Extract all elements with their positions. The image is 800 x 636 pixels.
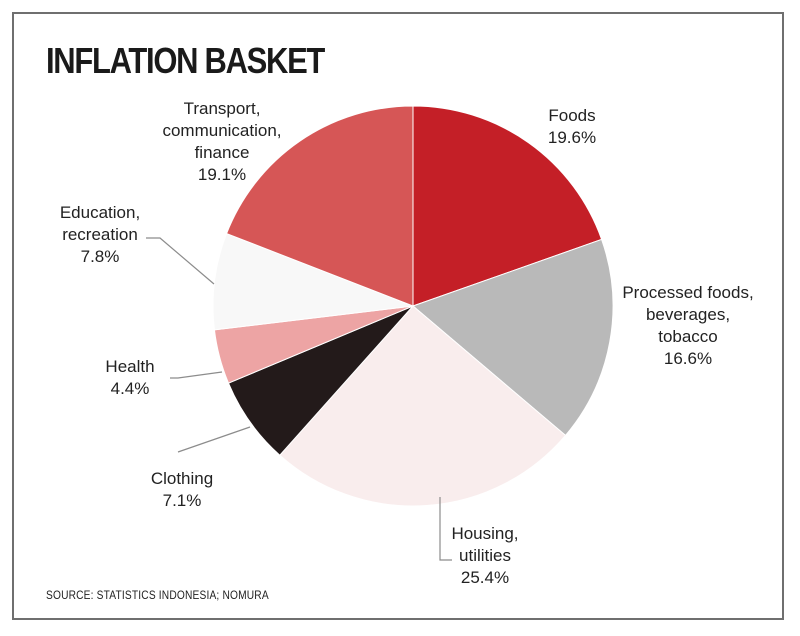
leader-line-clothing [177,426,251,453]
slice-label-education: Education, recreation 7.8% [60,203,140,266]
slice-value-foods: 19.6% [548,128,596,147]
chart-source: SOURCE: STATISTICS INDONESIA; NOMURA [46,588,269,602]
slice-label-line-clothing: Clothing [151,469,213,488]
slice-label-line-processed: Processed foods, [622,283,753,302]
slice-value-transport: 19.1% [198,165,246,184]
slice-value-clothing: 7.1% [163,491,202,510]
pie-slice-processed [412,238,614,437]
slice-label-housing: Housing, utilities 25.4% [451,524,518,587]
slice-label-processed: Processed foods, beverages, tobacco 16.6% [622,283,753,368]
slice-label-clothing: Clothing 7.1% [151,469,213,510]
slice-label-line-transport: Transport, [184,99,261,118]
slice-label-line-foods: Foods [548,106,595,125]
slice-value-housing: 25.4% [461,568,509,587]
leader-line-housing [439,497,452,561]
pie-slice-transport [225,105,414,307]
slice-label-line-housing: Housing, [451,524,518,543]
pie-slice-housing [279,305,567,507]
leader-line-education [146,237,215,285]
slice-label-line-transport: finance [195,143,250,162]
slice-value-education: 7.8% [81,247,120,266]
slice-value-health: 4.4% [111,379,150,398]
slice-label-foods: Foods 19.6% [548,106,596,147]
chart-title: INFLATION BASKET [46,40,325,81]
slice-label-line-processed: beverages, [646,305,730,324]
slice-value-processed: 16.6% [664,349,712,368]
leader-line-health [170,371,223,379]
slice-label-line-housing: utilities [459,546,511,565]
slice-label-transport: Transport, communication, finance 19.1% [162,99,281,184]
pie-slice-education [212,232,414,331]
slice-label-health: Health 4.4% [105,357,154,398]
slice-label-line-processed: tobacco [658,327,718,346]
slice-label-line-health: Health [105,357,154,376]
slice-label-line-education: recreation [62,225,138,244]
slice-label-line-education: Education, [60,203,140,222]
slice-label-line-transport: communication, [162,121,281,140]
